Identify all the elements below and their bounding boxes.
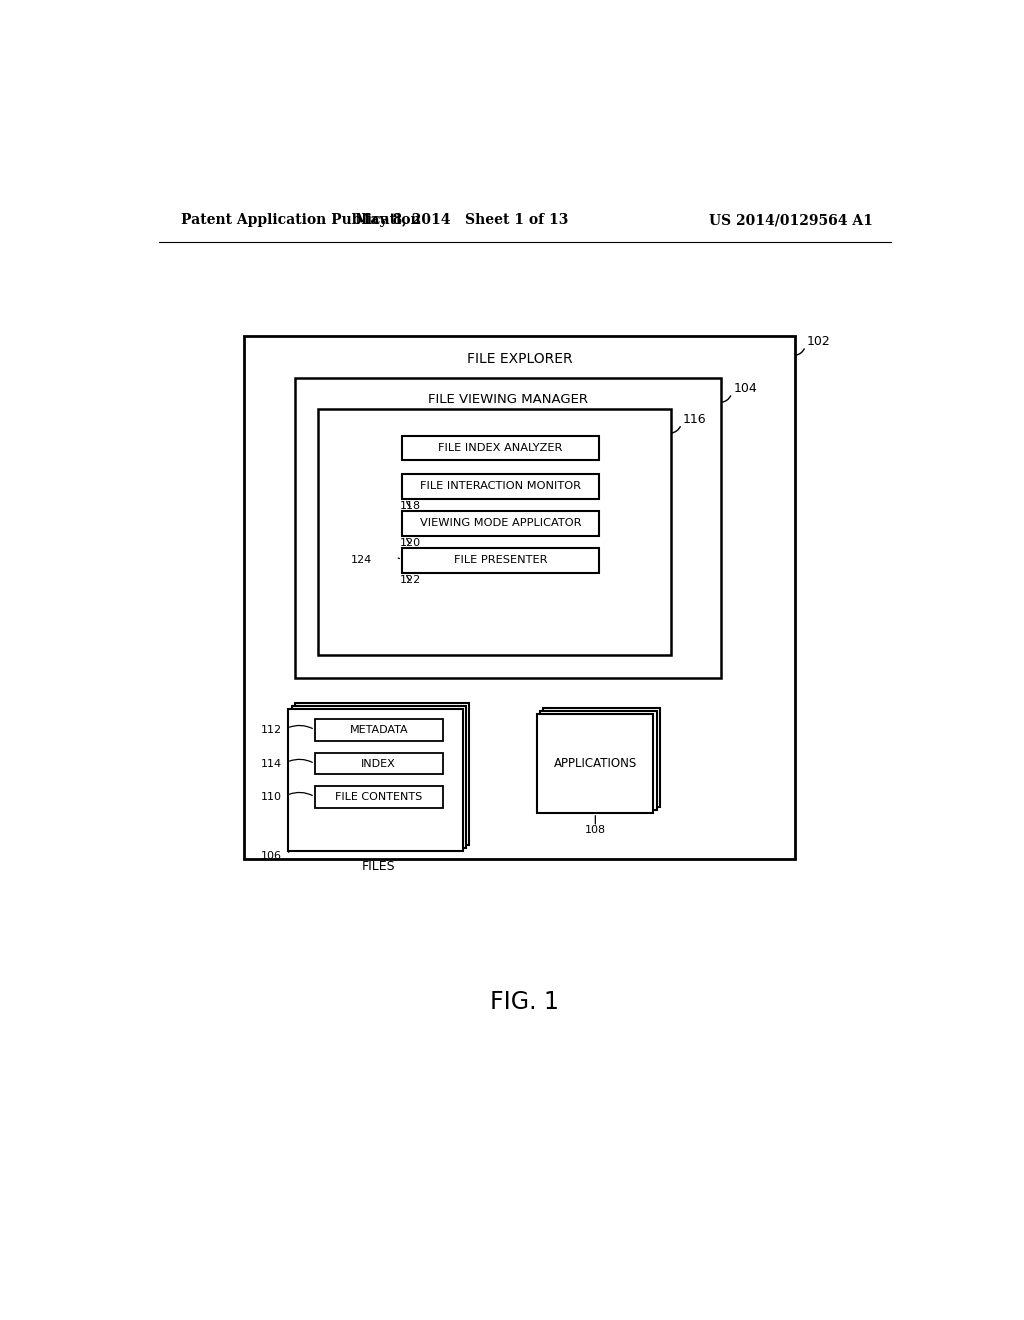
Bar <box>317 409 671 655</box>
FancyArrowPatch shape <box>796 348 804 355</box>
FancyArrowPatch shape <box>290 726 312 729</box>
Bar <box>245 335 795 859</box>
FancyArrowPatch shape <box>672 426 680 433</box>
Text: FILES: FILES <box>361 861 395 874</box>
Text: FILE PRESENTER: FILE PRESENTER <box>454 556 547 565</box>
Bar <box>289 709 463 851</box>
Text: 112: 112 <box>261 725 283 735</box>
Bar <box>401 436 599 461</box>
Text: 118: 118 <box>400 502 421 511</box>
Text: FILE VIEWING MANAGER: FILE VIEWING MANAGER <box>428 393 588 407</box>
Text: VIEWING MODE APPLICATOR: VIEWING MODE APPLICATOR <box>420 519 582 528</box>
Bar <box>295 702 469 845</box>
Bar <box>401 511 599 536</box>
Text: 124: 124 <box>351 556 372 565</box>
Text: INDEX: INDEX <box>361 759 396 768</box>
Bar <box>544 708 659 807</box>
FancyArrowPatch shape <box>407 576 410 581</box>
Text: METADATA: METADATA <box>349 725 408 735</box>
Text: 110: 110 <box>261 792 283 801</box>
Bar <box>295 378 721 678</box>
Text: US 2014/0129564 A1: US 2014/0129564 A1 <box>710 213 873 227</box>
FancyArrowPatch shape <box>722 396 731 403</box>
Text: Patent Application Publication: Patent Application Publication <box>180 213 420 227</box>
Bar <box>314 719 442 741</box>
Text: 116: 116 <box>683 413 707 426</box>
Bar <box>292 706 466 849</box>
FancyArrowPatch shape <box>407 502 410 507</box>
Bar <box>314 785 442 808</box>
Text: 106: 106 <box>261 851 283 861</box>
Bar <box>401 474 599 499</box>
FancyArrowPatch shape <box>407 539 410 544</box>
Text: 120: 120 <box>400 539 421 548</box>
Bar <box>538 714 653 813</box>
FancyArrowPatch shape <box>290 759 312 763</box>
Text: FILE INDEX ANALYZER: FILE INDEX ANALYZER <box>438 444 562 453</box>
Text: 104: 104 <box>733 381 757 395</box>
Text: APPLICATIONS: APPLICATIONS <box>554 758 637 770</box>
Text: FILE EXPLORER: FILE EXPLORER <box>467 351 572 366</box>
FancyArrowPatch shape <box>289 850 291 853</box>
Bar <box>541 711 656 810</box>
Text: May 8, 2014   Sheet 1 of 13: May 8, 2014 Sheet 1 of 13 <box>354 213 568 227</box>
Text: FILE INTERACTION MONITOR: FILE INTERACTION MONITOR <box>420 482 581 491</box>
Text: FILE CONTENTS: FILE CONTENTS <box>335 792 422 801</box>
Text: 102: 102 <box>807 335 830 348</box>
FancyArrowPatch shape <box>290 792 312 796</box>
Text: 114: 114 <box>261 759 283 768</box>
Bar <box>314 752 442 775</box>
Text: 108: 108 <box>585 825 606 834</box>
Text: 122: 122 <box>400 576 421 585</box>
Bar <box>401 548 599 573</box>
Text: FIG. 1: FIG. 1 <box>490 990 559 1014</box>
